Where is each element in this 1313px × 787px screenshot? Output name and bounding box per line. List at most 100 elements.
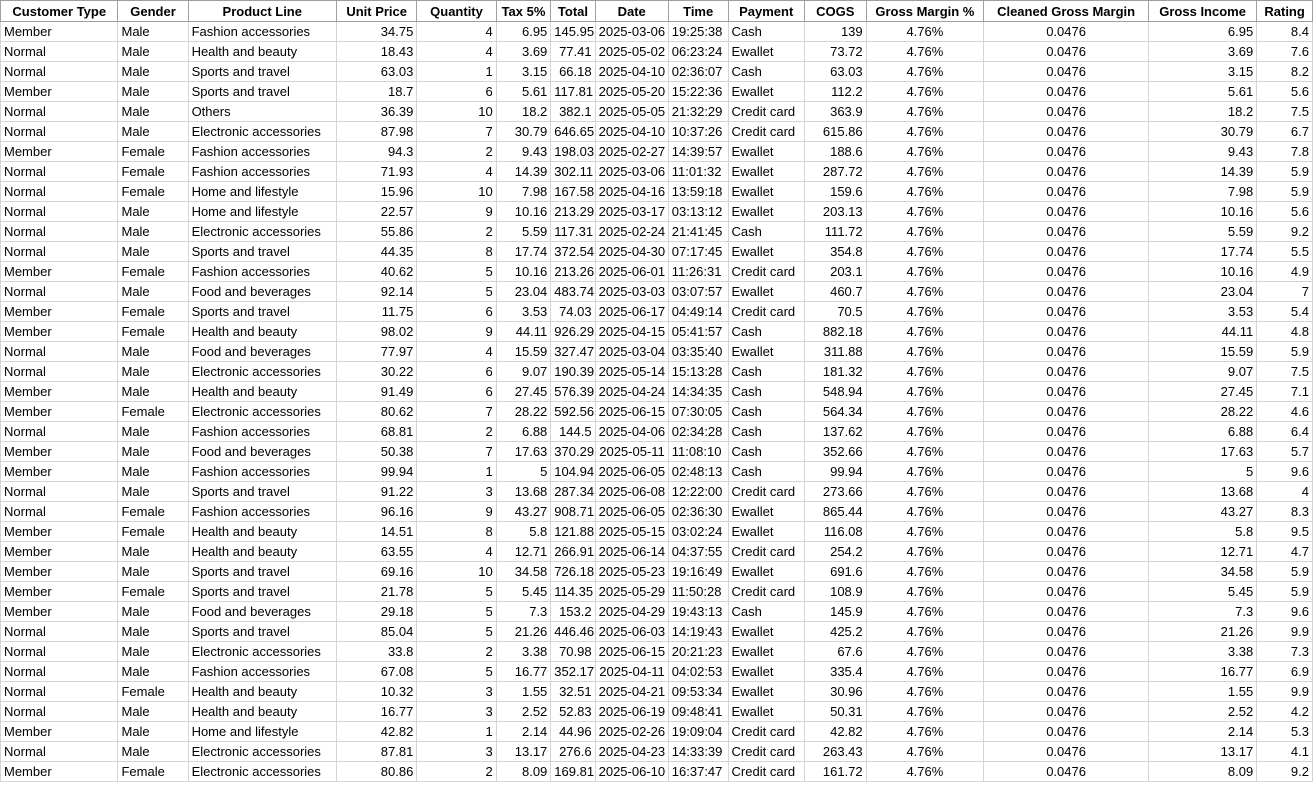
cell-tax[interactable]: 3.69	[495, 41, 552, 62]
cell-time[interactable]: 11:50:28	[667, 581, 729, 602]
cell-time[interactable]: 07:17:45	[667, 241, 729, 262]
cell-cleaned-gross-margin[interactable]: 0.0476	[983, 141, 1150, 162]
cell-product-line[interactable]: Fashion accessories	[187, 501, 337, 522]
cell-cogs[interactable]: 137.62	[803, 421, 867, 442]
cell-product-line[interactable]: Others	[187, 101, 337, 122]
cell-quantity[interactable]: 4	[416, 21, 497, 42]
cell-gross-income[interactable]: 6.88	[1148, 421, 1258, 442]
cell-gross-margin[interactable]: 4.76%	[865, 601, 985, 622]
cell-gender[interactable]: Male	[117, 641, 189, 662]
cell-customer-type[interactable]: Normal	[0, 361, 119, 382]
cell-gross-income[interactable]: 15.59	[1148, 341, 1258, 362]
cell-total[interactable]: 372.54	[550, 241, 596, 262]
cell-cleaned-gross-margin[interactable]: 0.0476	[983, 181, 1150, 202]
cell-unit-price[interactable]: 36.39	[335, 101, 418, 122]
cell-payment[interactable]: Ewallet	[727, 241, 805, 262]
cell-payment[interactable]: Ewallet	[727, 661, 805, 682]
cell-quantity[interactable]: 1	[416, 721, 497, 742]
cell-date[interactable]: 2025-05-15	[594, 521, 669, 542]
cell-tax[interactable]: 6.95	[495, 21, 552, 42]
cell-gross-margin[interactable]: 4.76%	[865, 141, 985, 162]
cell-customer-type[interactable]: Normal	[0, 421, 119, 442]
cell-cogs[interactable]: 159.6	[803, 181, 867, 202]
cell-cleaned-gross-margin[interactable]: 0.0476	[983, 441, 1150, 462]
cell-total[interactable]: 276.6	[550, 741, 596, 762]
cell-cleaned-gross-margin[interactable]: 0.0476	[983, 341, 1150, 362]
cell-total[interactable]: 352.17	[550, 661, 596, 682]
cell-total[interactable]: 74.03	[550, 301, 596, 322]
cell-product-line[interactable]: Fashion accessories	[187, 461, 337, 482]
cell-cleaned-gross-margin[interactable]: 0.0476	[983, 61, 1150, 82]
cell-rating[interactable]: 8.2	[1256, 61, 1313, 82]
cell-total[interactable]: 44.96	[550, 721, 596, 742]
column-header-date[interactable]: Date	[594, 0, 669, 22]
cell-quantity[interactable]: 5	[416, 661, 497, 682]
cell-unit-price[interactable]: 10.32	[335, 681, 418, 702]
cell-gross-margin[interactable]: 4.76%	[865, 261, 985, 282]
column-header-payment[interactable]: Payment	[727, 0, 805, 22]
cell-gross-margin[interactable]: 4.76%	[865, 461, 985, 482]
cell-customer-type[interactable]: Normal	[0, 41, 119, 62]
cell-tax[interactable]: 2.14	[495, 721, 552, 742]
cell-cogs[interactable]: 50.31	[803, 701, 867, 722]
cell-total[interactable]: 266.91	[550, 541, 596, 562]
cell-payment[interactable]: Ewallet	[727, 341, 805, 362]
cell-rating[interactable]: 5.7	[1256, 441, 1313, 462]
cell-gender[interactable]: Male	[117, 121, 189, 142]
column-header-gross-income[interactable]: Gross Income	[1148, 0, 1258, 22]
cell-total[interactable]: 169.81	[550, 761, 596, 782]
cell-gross-income[interactable]: 5.45	[1148, 581, 1258, 602]
cell-total[interactable]: 70.98	[550, 641, 596, 662]
cell-time[interactable]: 19:16:49	[667, 561, 729, 582]
cell-tax[interactable]: 5.8	[495, 521, 552, 542]
cell-time[interactable]: 09:53:34	[667, 681, 729, 702]
cell-time[interactable]: 19:25:38	[667, 21, 729, 42]
cell-quantity[interactable]: 8	[416, 241, 497, 262]
cell-gross-margin[interactable]: 4.76%	[865, 221, 985, 242]
cell-product-line[interactable]: Health and beauty	[187, 381, 337, 402]
cell-gross-income[interactable]: 3.69	[1148, 41, 1258, 62]
cell-payment[interactable]: Cash	[727, 381, 805, 402]
cell-date[interactable]: 2025-03-04	[594, 341, 669, 362]
cell-gross-margin[interactable]: 4.76%	[865, 341, 985, 362]
column-header-gender[interactable]: Gender	[117, 0, 189, 22]
cell-rating[interactable]: 5.9	[1256, 161, 1313, 182]
cell-time[interactable]: 20:21:23	[667, 641, 729, 662]
cell-date[interactable]: 2025-02-27	[594, 141, 669, 162]
cell-quantity[interactable]: 2	[416, 221, 497, 242]
cell-time[interactable]: 15:22:36	[667, 81, 729, 102]
cell-unit-price[interactable]: 91.49	[335, 381, 418, 402]
cell-unit-price[interactable]: 91.22	[335, 481, 418, 502]
cell-product-line[interactable]: Fashion accessories	[187, 661, 337, 682]
cell-payment[interactable]: Cash	[727, 321, 805, 342]
cell-product-line[interactable]: Electronic accessories	[187, 641, 337, 662]
cell-rating[interactable]: 6.9	[1256, 661, 1313, 682]
cell-gross-margin[interactable]: 4.76%	[865, 81, 985, 102]
cell-gender[interactable]: Male	[117, 601, 189, 622]
cell-date[interactable]: 2025-05-23	[594, 561, 669, 582]
cell-quantity[interactable]: 4	[416, 541, 497, 562]
cell-date[interactable]: 2025-06-19	[594, 701, 669, 722]
cell-unit-price[interactable]: 33.8	[335, 641, 418, 662]
column-header-rating[interactable]: Rating	[1256, 0, 1313, 22]
cell-date[interactable]: 2025-04-30	[594, 241, 669, 262]
cell-gender[interactable]: Female	[117, 301, 189, 322]
cell-cleaned-gross-margin[interactable]: 0.0476	[983, 221, 1150, 242]
cell-gender[interactable]: Male	[117, 61, 189, 82]
cell-payment[interactable]: Credit card	[727, 541, 805, 562]
cell-customer-type[interactable]: Normal	[0, 201, 119, 222]
cell-customer-type[interactable]: Normal	[0, 741, 119, 762]
cell-gross-income[interactable]: 28.22	[1148, 401, 1258, 422]
cell-customer-type[interactable]: Normal	[0, 121, 119, 142]
cell-gross-margin[interactable]: 4.76%	[865, 501, 985, 522]
cell-payment[interactable]: Ewallet	[727, 621, 805, 642]
cell-customer-type[interactable]: Member	[0, 141, 119, 162]
cell-gross-margin[interactable]: 4.76%	[865, 721, 985, 742]
cell-rating[interactable]: 5.9	[1256, 181, 1313, 202]
cell-total[interactable]: 483.74	[550, 281, 596, 302]
cell-date[interactable]: 2025-06-03	[594, 621, 669, 642]
cell-tax[interactable]: 5.45	[495, 581, 552, 602]
cell-unit-price[interactable]: 85.04	[335, 621, 418, 642]
cell-tax[interactable]: 7.3	[495, 601, 552, 622]
cell-tax[interactable]: 3.53	[495, 301, 552, 322]
